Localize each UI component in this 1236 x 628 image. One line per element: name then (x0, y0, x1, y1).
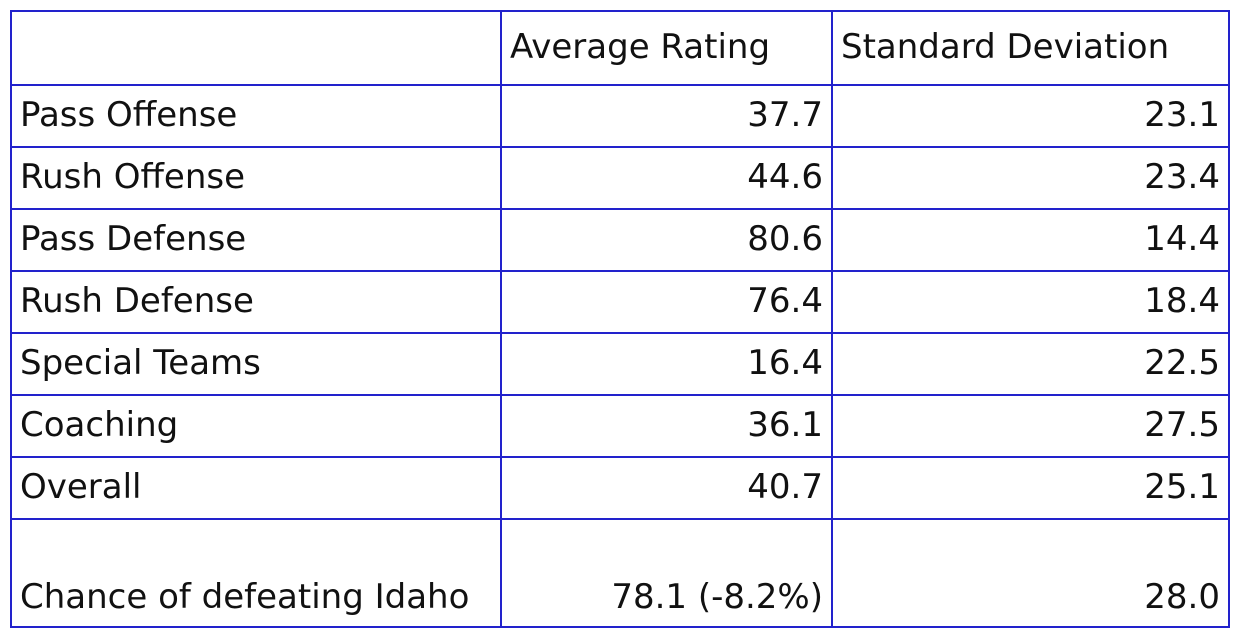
row-label: Coaching (10, 394, 502, 458)
row-label: Rush Offense (10, 146, 502, 210)
header-cell: Average Rating (500, 10, 833, 86)
value-cell: 80.6 (500, 208, 833, 272)
value-cell: 23.1 (831, 84, 1230, 148)
value-cell: 37.7 (500, 84, 833, 148)
value-cell: 76.4 (500, 270, 833, 334)
value-cell: 14.4 (831, 208, 1230, 272)
row-label: Rush Defense (10, 270, 502, 334)
ratings-table: Average Rating Standard Deviation Pass O… (10, 10, 1230, 628)
header-row: Average Rating Standard Deviation (10, 10, 1230, 86)
value-cell: 22.5 (831, 332, 1230, 396)
table-row: Rush Offense 44.6 23.4 (10, 146, 1230, 210)
header-cell: Standard Deviation (831, 10, 1230, 86)
value-cell: 78.1 (-8.2%) (500, 518, 833, 628)
row-label: Chance of defeating Idaho (10, 518, 502, 628)
value-cell: 36.1 (500, 394, 833, 458)
table-row: Pass Offense 37.7 23.1 (10, 84, 1230, 148)
value-cell: 23.4 (831, 146, 1230, 210)
table-row: Overall 40.7 25.1 (10, 456, 1230, 520)
table-row: Special Teams 16.4 22.5 (10, 332, 1230, 396)
table-row: Chance of defeating Idaho 78.1 (-8.2%) 28.… (10, 518, 1230, 628)
table-row: Pass Defense 80.6 14.4 (10, 208, 1230, 272)
value-cell: 44.6 (500, 146, 833, 210)
value-cell: 40.7 (500, 456, 833, 520)
value-cell: 18.4 (831, 270, 1230, 334)
row-label: Pass Offense (10, 84, 502, 148)
value-cell: 28.0 (831, 518, 1230, 628)
table-body: Pass Offense 37.7 23.1 Rush Offense 44.6 23.4… (10, 84, 1230, 628)
row-label: Special Teams (10, 332, 502, 396)
value-cell: 25.1 (831, 456, 1230, 520)
empty-header-cell (10, 10, 502, 86)
row-label: Overall (10, 456, 502, 520)
value-cell: 16.4 (500, 332, 833, 396)
table-row: Coaching 36.1 27.5 (10, 394, 1230, 458)
row-label: Pass Defense (10, 208, 502, 272)
table-row: Rush Defense 76.4 18.4 (10, 270, 1230, 334)
value-cell: 27.5 (831, 394, 1230, 458)
